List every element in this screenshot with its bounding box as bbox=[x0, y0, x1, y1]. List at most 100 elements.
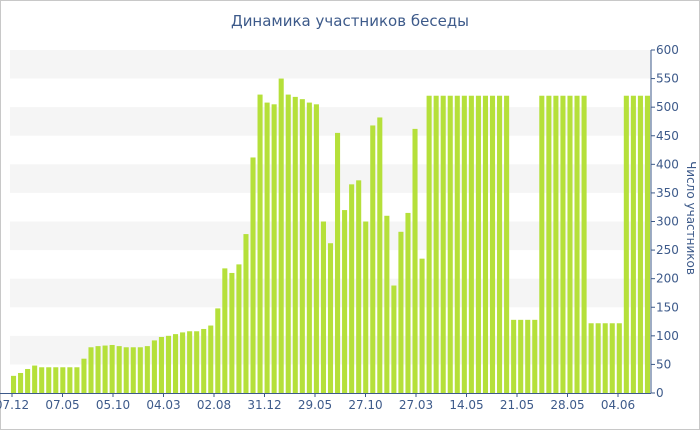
bar bbox=[257, 94, 263, 393]
bar bbox=[320, 221, 326, 393]
bar bbox=[363, 221, 369, 393]
x-tick-label: 27.10 bbox=[348, 398, 382, 412]
bar bbox=[173, 334, 179, 393]
y-tick-label: 500 bbox=[656, 100, 679, 114]
bar bbox=[32, 365, 38, 393]
chart-title: Динамика участников беседы bbox=[230, 12, 470, 30]
bar bbox=[532, 319, 538, 393]
x-tick-label: 04.06 bbox=[601, 398, 635, 412]
bar bbox=[482, 95, 488, 393]
bar bbox=[39, 367, 45, 393]
bar bbox=[405, 212, 411, 393]
y-tick-label: 200 bbox=[656, 272, 679, 286]
bar bbox=[264, 102, 270, 393]
bar bbox=[504, 95, 510, 393]
bar bbox=[349, 184, 355, 393]
bar bbox=[88, 347, 94, 393]
grid-band bbox=[10, 50, 651, 79]
bar bbox=[342, 210, 348, 393]
bar bbox=[461, 95, 467, 393]
bar bbox=[137, 347, 143, 393]
bar bbox=[278, 78, 284, 393]
bar bbox=[109, 344, 115, 393]
bar bbox=[327, 243, 334, 393]
bar bbox=[243, 234, 249, 393]
bar bbox=[616, 323, 622, 393]
bar bbox=[18, 372, 24, 393]
y-tick-label: 0 bbox=[656, 386, 664, 400]
x-tick-label: 07.12 bbox=[0, 398, 29, 412]
bar bbox=[419, 258, 425, 393]
bar bbox=[299, 99, 305, 393]
bar bbox=[95, 346, 101, 393]
bar bbox=[440, 95, 446, 393]
bar bbox=[180, 332, 186, 393]
bar bbox=[518, 319, 524, 393]
bar bbox=[201, 328, 207, 393]
bar bbox=[67, 367, 73, 393]
bar bbox=[560, 95, 566, 393]
bar bbox=[10, 375, 17, 393]
bar bbox=[398, 231, 404, 393]
bar bbox=[335, 132, 341, 393]
bar bbox=[609, 323, 615, 393]
bar bbox=[123, 347, 129, 393]
bar bbox=[292, 96, 298, 393]
bar bbox=[595, 323, 601, 393]
bar bbox=[356, 180, 362, 393]
y-tick-label: 550 bbox=[656, 72, 679, 86]
bar bbox=[208, 325, 214, 393]
bar bbox=[165, 335, 172, 393]
y-axis-label: Число участников bbox=[684, 161, 698, 275]
bar bbox=[46, 367, 52, 393]
bar bbox=[151, 340, 157, 393]
x-tick-label: 29.05 bbox=[298, 398, 332, 412]
y-tick-label: 100 bbox=[656, 329, 679, 343]
bar bbox=[581, 95, 587, 393]
bar bbox=[81, 358, 87, 393]
y-tick-label: 400 bbox=[656, 157, 679, 171]
bar bbox=[475, 95, 481, 393]
bar bbox=[102, 345, 108, 393]
bar bbox=[116, 346, 122, 393]
x-tick-label: 31.12 bbox=[247, 398, 281, 412]
bar bbox=[377, 117, 383, 394]
bar bbox=[130, 347, 136, 393]
bar bbox=[630, 95, 636, 393]
y-tick-label: 350 bbox=[656, 186, 679, 200]
bar bbox=[623, 95, 629, 393]
x-tick-label: 28.05 bbox=[550, 398, 584, 412]
bar bbox=[25, 368, 31, 393]
bar bbox=[158, 336, 164, 393]
bar bbox=[187, 331, 193, 393]
bar bbox=[447, 95, 453, 393]
bar bbox=[384, 215, 390, 393]
bar bbox=[637, 95, 643, 393]
bar bbox=[433, 95, 439, 393]
x-tick-label: 14.05 bbox=[449, 398, 483, 412]
bar bbox=[588, 323, 594, 393]
y-tick-label: 250 bbox=[656, 243, 679, 257]
x-tick-label: 04.03 bbox=[146, 398, 180, 412]
x-tick-label: 05.10 bbox=[96, 398, 130, 412]
bar bbox=[567, 95, 573, 393]
bar bbox=[144, 346, 150, 393]
bar bbox=[644, 95, 651, 393]
y-tick-label: 300 bbox=[656, 215, 679, 229]
bar bbox=[412, 128, 418, 393]
bar bbox=[391, 285, 397, 393]
bar bbox=[602, 323, 608, 393]
bar bbox=[271, 104, 277, 393]
x-axis: 07.12 07.05 05.10 04.03 02.08 31.12 29.05 27.10… bbox=[0, 393, 651, 412]
bar bbox=[229, 272, 235, 393]
x-tick-label: 02.08 bbox=[197, 398, 231, 412]
bar bbox=[454, 95, 460, 393]
bar bbox=[236, 264, 242, 394]
y-tick-label: 50 bbox=[656, 357, 671, 371]
bar bbox=[511, 319, 517, 393]
bar bbox=[53, 367, 59, 393]
bar bbox=[370, 125, 376, 394]
bar bbox=[306, 102, 312, 393]
bar bbox=[574, 95, 580, 393]
